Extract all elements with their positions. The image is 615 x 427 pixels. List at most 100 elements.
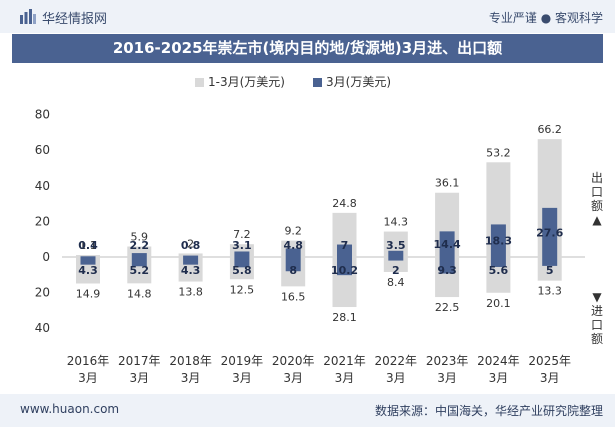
x-tick-label-year: 2017年: [118, 354, 161, 368]
x-tick-label-month: 3月: [181, 371, 201, 385]
y-tick-label: 20: [35, 214, 50, 228]
label-import-monthly: 8: [289, 264, 297, 277]
export-axis-label: 出口额▲: [590, 171, 603, 227]
label-import-cumulative: 14.9: [76, 288, 101, 301]
bar-export-monthly: [80, 256, 96, 257]
x-tick-label-month: 3月: [489, 371, 509, 385]
label-export-cumulative: 66.2: [537, 123, 562, 136]
label-export-cumulative: 53.2: [486, 146, 511, 159]
x-tick-label-year: 2018年: [169, 354, 212, 368]
footer-source: 数据来源：中国海关，华经产业研究院整理: [374, 404, 603, 418]
x-tick-label-month: 3月: [437, 371, 457, 385]
x-tick-label-month: 3月: [335, 371, 355, 385]
footer-band: [0, 394, 615, 427]
label-export-cumulative: 14.3: [384, 216, 409, 229]
bar-import-cumulative: [383, 257, 408, 272]
bar-import-monthly: [234, 257, 250, 268]
label-import-cumulative: 14.8: [127, 287, 152, 300]
bar-import-monthly: [131, 257, 147, 267]
label-export-monthly: 7: [341, 239, 349, 252]
label-import-monthly: 5.2: [130, 264, 150, 277]
label-export-monthly: 14.4: [434, 238, 461, 251]
bar-import-monthly: [285, 257, 301, 272]
label-export-cumulative: 1.1: [79, 239, 97, 252]
chart-title: 2016-2025年崇左市(境内目的地/货源地)3月进、出口额: [12, 34, 603, 63]
legend-swatch-monthly: [313, 78, 322, 87]
label-export-monthly: 18.3: [485, 235, 512, 248]
y-tick-label: 80: [35, 108, 50, 122]
bar-import-monthly: [388, 257, 404, 261]
bar-import-monthly: [80, 257, 96, 265]
bar-export-monthly: [234, 251, 250, 257]
x-tick-label-year: 2021年: [323, 354, 366, 368]
brand-name: 华经情报网: [42, 12, 108, 27]
bar-export-monthly: [439, 231, 455, 257]
label-export-monthly: 2.2: [130, 239, 150, 252]
label-export-monthly: 3.5: [386, 239, 406, 252]
label-import-monthly: 5.6: [489, 264, 509, 277]
import-axis-label: ▼进口额: [590, 290, 603, 346]
x-tick-label-year: 2024年: [477, 354, 520, 368]
x-tick-label-year: 2025年: [528, 354, 571, 368]
bar-export-cumulative: [76, 255, 100, 257]
label-export-cumulative: 36.1: [435, 177, 460, 190]
huajing-logo-icon: [20, 9, 36, 24]
label-import-cumulative: 12.5: [230, 283, 255, 296]
y-tick-label: 20: [35, 286, 50, 300]
bar-import-monthly: [439, 257, 455, 274]
x-tick-label-year: 2023年: [426, 354, 469, 368]
label-export-cumulative: 7.2: [233, 228, 251, 241]
y-tick-label: 0: [42, 250, 50, 264]
label-import-monthly: 4.3: [181, 264, 201, 277]
label-export-monthly: 0.4: [78, 239, 98, 252]
x-tick-label-year: 2016年: [67, 354, 110, 368]
label-import-cumulative: 8.4: [387, 276, 405, 289]
bar-export-cumulative: [127, 246, 152, 257]
bar-export-monthly: [490, 224, 506, 257]
x-tick-label-month: 3月: [386, 371, 406, 385]
label-import-cumulative: 22.5: [435, 301, 460, 314]
label-import-cumulative: 16.5: [281, 290, 306, 303]
legend-label-monthly: 3月(万美元): [326, 75, 391, 89]
x-tick-label-month: 3月: [78, 371, 98, 385]
y-tick-label: 40: [35, 321, 50, 335]
label-import-monthly: 5: [546, 264, 554, 277]
label-import-cumulative: 13.3: [537, 285, 562, 298]
bar-export-monthly: [337, 244, 352, 257]
bar-export-cumulative: [178, 253, 203, 257]
bar-import-monthly: [542, 257, 558, 266]
label-export-monthly: 0.8: [181, 239, 201, 252]
bar-import-monthly: [183, 257, 199, 265]
bar-export-monthly: [183, 255, 199, 257]
bar-import-monthly: [490, 257, 506, 267]
x-tick-label-month: 3月: [540, 371, 560, 385]
label-import-cumulative: 13.8: [178, 286, 203, 299]
bar-export-monthly: [131, 253, 147, 257]
y-tick-label: 60: [35, 143, 50, 157]
bar-import-monthly: [337, 257, 352, 276]
label-export-cumulative: 5.9: [131, 230, 149, 243]
header-band: [0, 0, 615, 33]
legend-swatch-cumulative: [195, 78, 204, 87]
bar-export-monthly: [542, 207, 558, 257]
label-import-cumulative: 28.1: [332, 311, 357, 324]
label-export-cumulative: 9.2: [284, 225, 302, 238]
label-import-monthly: 10.2: [331, 264, 358, 277]
label-export-monthly: 27.6: [536, 226, 563, 239]
y-tick-label: 40: [35, 179, 50, 193]
label-export-monthly: 3.1: [232, 239, 252, 252]
label-import-monthly: 2: [392, 264, 400, 277]
slogan: 专业严谨 ● 客观科学: [488, 11, 603, 25]
bar-export-monthly: [285, 248, 301, 257]
x-tick-label-year: 2020年: [272, 354, 315, 368]
x-tick-label-year: 2022年: [375, 354, 418, 368]
x-tick-label-month: 3月: [129, 371, 149, 385]
label-import-monthly: 9.3: [437, 264, 457, 277]
bar-export-monthly: [388, 250, 404, 257]
label-export-monthly: 4.8: [283, 239, 303, 252]
label-import-cumulative: 20.1: [486, 297, 511, 310]
label-import-monthly: 5.8: [232, 264, 252, 277]
x-tick-label-year: 2019年: [221, 354, 264, 368]
label-export-cumulative: 2: [187, 237, 194, 250]
